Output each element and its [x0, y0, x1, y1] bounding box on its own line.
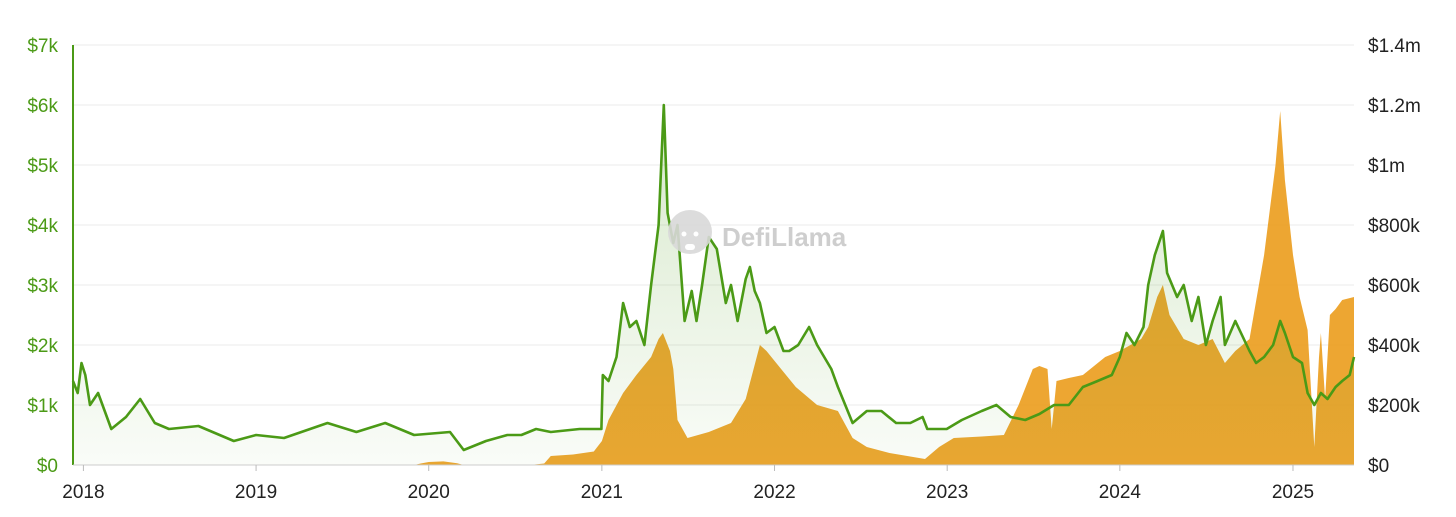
- right-axis-ticks: $0 $200k $400k $600k $800k $1m $1.2m $1.4m: [1368, 36, 1421, 477]
- llama-icon: [668, 210, 712, 254]
- right-tick-label: $600k: [1368, 276, 1420, 297]
- right-tick-label: $0: [1368, 456, 1389, 477]
- x-tick-label: 2025: [1272, 482, 1314, 503]
- x-tick-label: 2018: [62, 482, 104, 503]
- x-tick-label: 2024: [1099, 482, 1142, 503]
- right-area-path: [73, 111, 1354, 465]
- x-tick-label: 2021: [581, 482, 623, 503]
- right-area-series: [73, 111, 1354, 465]
- left-tick-label: $3k: [27, 276, 58, 297]
- x-tick-label: 2023: [926, 482, 968, 503]
- left-tick-label: $2k: [27, 336, 58, 357]
- watermark: DefiLlama: [668, 210, 847, 254]
- x-axis-ticks: 2018 2019 2020 2021 2022 2023 2024 2025: [62, 465, 1314, 503]
- right-tick-label: $1.2m: [1368, 96, 1421, 117]
- right-tick-label: $200k: [1368, 396, 1420, 417]
- left-tick-label: $5k: [27, 156, 58, 177]
- left-axis-ticks: $0 $1k $2k $3k $4k $5k $6k $7k: [27, 36, 58, 477]
- right-tick-label: $1m: [1368, 156, 1405, 177]
- left-line-fill-path: [73, 105, 1354, 465]
- x-tick-label: 2022: [753, 482, 795, 503]
- left-tick-label: $0: [37, 456, 58, 477]
- left-tick-label: $4k: [27, 216, 58, 237]
- x-tick-label: 2019: [235, 482, 277, 503]
- left-line-path: [71, 103, 1356, 452]
- left-tick-label: $6k: [27, 96, 58, 117]
- watermark-text: DefiLlama: [722, 222, 847, 252]
- right-tick-label: $400k: [1368, 336, 1420, 357]
- x-tick-label: 2020: [408, 482, 450, 503]
- left-tick-label: $1k: [27, 396, 58, 417]
- right-tick-label: $800k: [1368, 216, 1420, 237]
- left-tick-label: $7k: [27, 36, 58, 57]
- left-line-series: [71, 103, 1356, 452]
- left-line-fill: [73, 105, 1354, 465]
- right-tick-label: $1.4m: [1368, 36, 1421, 57]
